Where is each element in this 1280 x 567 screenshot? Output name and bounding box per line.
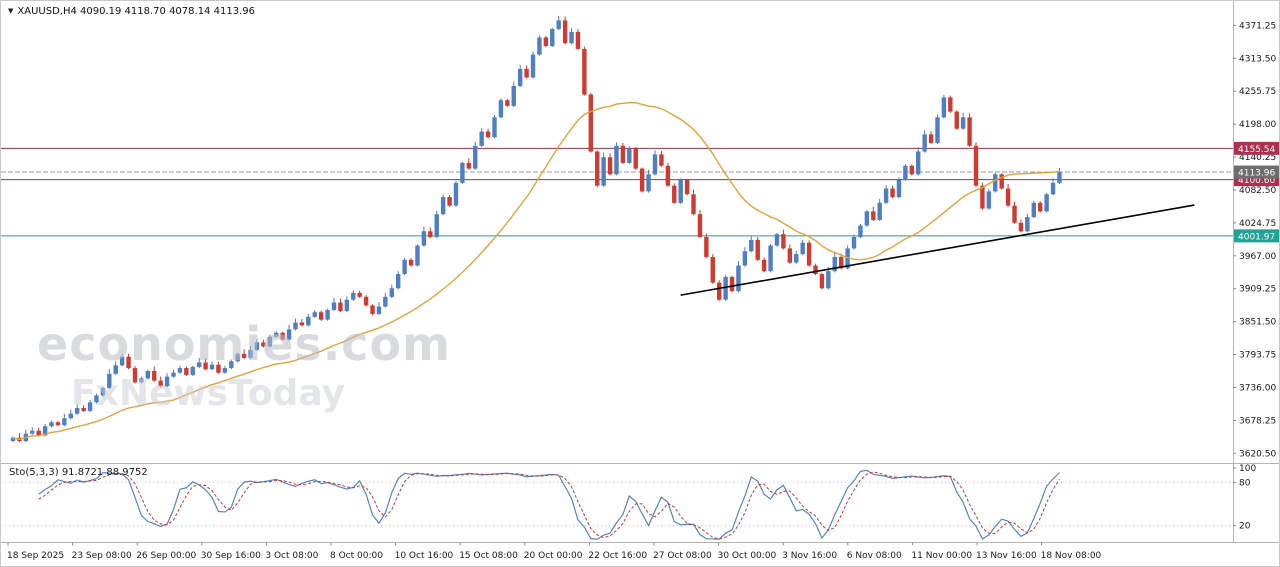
indicator-label: Sto(5,3,3) 91.8721 88.9752 [9, 467, 148, 478]
hline-tag-label: 4001.97 [1238, 232, 1275, 242]
time-axis-label: 8 Oct 00:00 [330, 551, 383, 561]
time-axis-label: 15 Oct 08:00 [459, 551, 518, 561]
symbol-info: ▼ XAUUSD,H4 4090.19 4118.70 4078.14 4113… [8, 6, 255, 17]
time-axis-label: 26 Sep 00:00 [136, 551, 196, 561]
time-axis-label: 30 Sep 16:00 [201, 551, 261, 561]
sto-axis-label: 80 [1239, 478, 1251, 488]
price-axis-label: 4198.00 [1239, 120, 1276, 130]
time-axis-label: 3 Oct 08:00 [265, 551, 318, 561]
price-axis-label: 4140.25 [1239, 153, 1276, 163]
candlestick-series [10, 15, 1062, 443]
time-axis-label: 13 Nov 16:00 [976, 551, 1037, 561]
time-axis-label: 22 Oct 16:00 [588, 551, 647, 561]
price-axis-label: 4371.25 [1239, 21, 1276, 31]
current-price-tag-label: 4113.96 [1238, 169, 1275, 179]
price-axis-label: 3851.50 [1239, 318, 1276, 328]
time-axis-label: 6 Nov 08:00 [847, 551, 902, 561]
time-axis-label: 11 Nov 00:00 [911, 551, 972, 561]
time-axis-label: 27 Oct 08:00 [653, 551, 712, 561]
symbol-ohlc-text: XAUUSD,H4 4090.19 4118.70 4078.14 4113.9… [17, 6, 255, 17]
sto-axis-label: 20 [1239, 522, 1251, 532]
symbol-dropdown-icon[interactable]: ▼ [8, 7, 14, 15]
trendline[interactable] [680, 204, 1195, 296]
hline-tag-label: 4155.54 [1238, 145, 1275, 155]
time-axis-label: 18 Sep 2025 [7, 551, 64, 561]
sto-d-line [38, 471, 1060, 540]
price-axis-label: 3909.25 [1239, 285, 1276, 295]
sto-axis-label: 100 [1239, 464, 1256, 474]
time-axis-label: 23 Sep 08:00 [72, 551, 132, 561]
sto-k-line [38, 469, 1060, 540]
price-axis-label: 3620.50 [1239, 449, 1276, 459]
time-axis-label: 10 Oct 16:00 [395, 551, 454, 561]
price-axis-label: 4082.50 [1239, 186, 1276, 196]
price-axis-label: 4024.75 [1239, 219, 1276, 229]
price-axis-label: 3736.00 [1239, 383, 1276, 393]
price-axis-label: 3793.75 [1239, 351, 1276, 361]
hline-tag [1234, 141, 1279, 155]
hline-tag-label: 4100.60 [1238, 176, 1275, 186]
price-axis-label: 3678.25 [1239, 416, 1276, 426]
price-axis-label: 3967.00 [1239, 252, 1276, 262]
time-axis-label: 20 Oct 00:00 [524, 551, 583, 561]
current-price-tag [1234, 165, 1279, 179]
hline-tag [1234, 229, 1279, 243]
time-axis-label: 3 Nov 16:00 [782, 551, 837, 561]
ma-line [12, 102, 1060, 441]
price-axis-label: 4255.75 [1239, 87, 1276, 97]
time-axis-label: 30 Oct 00:00 [718, 551, 777, 561]
time-axis-label: 18 Nov 08:00 [1041, 551, 1102, 561]
price-axis-label: 4313.50 [1239, 54, 1276, 64]
